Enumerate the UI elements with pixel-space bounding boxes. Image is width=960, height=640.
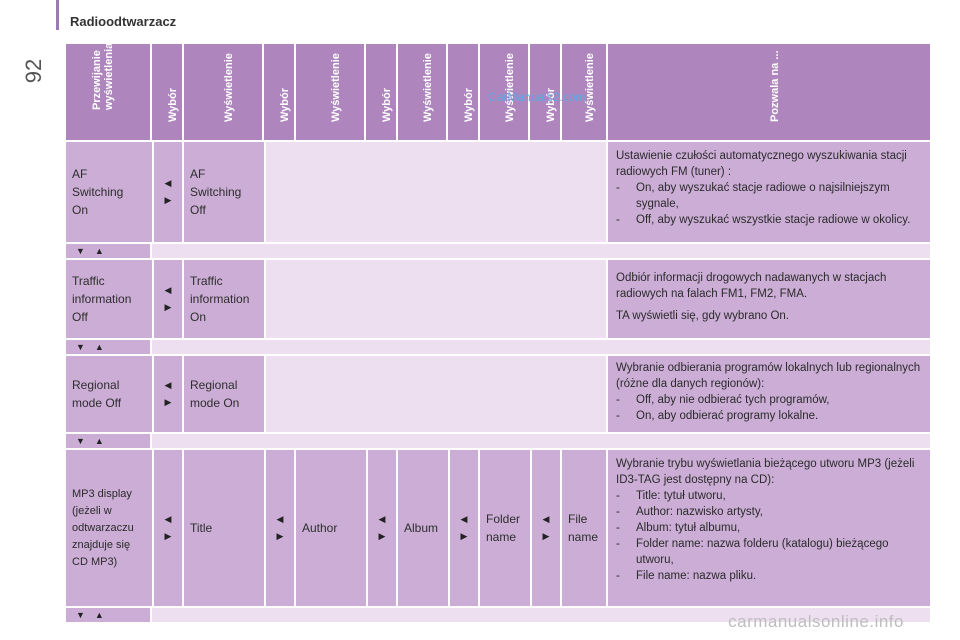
row-option: Traffic information Off xyxy=(66,260,152,338)
header-select: Wybór xyxy=(448,44,480,140)
row-option: MP3 display (jeżeli w odtwarzaczu znajdu… xyxy=(66,450,152,606)
triangle-left-icon: ◀ xyxy=(542,514,550,524)
row-description: Odbiór informacji drogowych nadawanych w… xyxy=(608,260,930,338)
triangle-left-icon: ◀ xyxy=(460,514,468,524)
triangle-right-icon: ▶ xyxy=(542,531,550,541)
header-select: Wybór xyxy=(264,44,296,140)
select-arrows: ◀ ▶ xyxy=(450,450,478,606)
divider-row xyxy=(152,340,930,354)
header-display: Wyświetlenie xyxy=(184,44,264,140)
triangle-down-icon: ▼ xyxy=(76,436,85,446)
header-display: Wyświetlenie xyxy=(398,44,448,140)
empty-cell xyxy=(266,356,606,432)
divider-row xyxy=(152,434,930,448)
scroll-arrows: ▼ ▲ xyxy=(66,244,150,258)
triangle-left-icon: ◀ xyxy=(164,285,172,295)
divider-row xyxy=(152,608,930,622)
scroll-arrows: ▼ ▲ xyxy=(66,608,150,622)
row-display: Album xyxy=(398,450,448,606)
triangle-right-icon: ▶ xyxy=(164,531,172,541)
row-display: Traffic information On xyxy=(184,260,264,338)
triangle-up-icon: ▲ xyxy=(94,610,104,620)
header-description: Pozwala na ... xyxy=(608,44,930,140)
scroll-arrows: ▼ ▲ xyxy=(66,434,150,448)
row-display: Folder name xyxy=(480,450,530,606)
row-display: Title xyxy=(184,450,264,606)
divider-row xyxy=(152,244,930,258)
row-display: AF Switching Off xyxy=(184,142,264,242)
header-scroll-display: Przewijanie wyświetlenia xyxy=(66,43,152,140)
accent-bar xyxy=(56,0,59,30)
page-title: Radioodtwarzacz xyxy=(70,14,177,29)
triangle-left-icon: ◀ xyxy=(276,514,284,524)
row-option: AF Switching On xyxy=(66,142,152,242)
triangle-up-icon: ▲ xyxy=(94,246,104,256)
row-option: Regional mode Off xyxy=(66,356,152,432)
row-display: File name xyxy=(562,450,606,606)
scroll-arrows: ▼ ▲ xyxy=(66,340,150,354)
triangle-right-icon: ▶ xyxy=(164,397,172,407)
triangle-left-icon: ◀ xyxy=(164,380,172,390)
watermark: CarManuals2.com xyxy=(488,90,586,104)
header-select: Wybór xyxy=(530,44,562,140)
header-select: Wybór xyxy=(152,44,184,140)
row-display: Author xyxy=(296,450,366,606)
row-description: Wybranie trybu wyświetlania bieżącego ut… xyxy=(608,450,930,606)
triangle-up-icon: ▲ xyxy=(94,436,104,446)
header-select: Wybór xyxy=(366,44,398,140)
triangle-right-icon: ▶ xyxy=(164,302,172,312)
select-arrows: ◀ ▶ xyxy=(154,450,182,606)
select-arrows: ◀ ▶ xyxy=(154,142,182,242)
triangle-right-icon: ▶ xyxy=(276,531,284,541)
empty-cell xyxy=(266,260,606,338)
row-description: Ustawienie czułości automatycznego wyszu… xyxy=(608,142,930,242)
select-arrows: ◀ ▶ xyxy=(266,450,294,606)
select-arrows: ◀ ▶ xyxy=(368,450,396,606)
select-arrows: ◀ ▶ xyxy=(532,450,560,606)
triangle-right-icon: ▶ xyxy=(164,195,172,205)
header-display: Wyświetlenie xyxy=(480,44,530,140)
row-display: Regional mode On xyxy=(184,356,264,432)
triangle-up-icon: ▲ xyxy=(94,342,104,352)
header-display: Wyświetlenie xyxy=(296,44,366,140)
triangle-left-icon: ◀ xyxy=(378,514,386,524)
triangle-down-icon: ▼ xyxy=(76,246,85,256)
row-description: Wybranie odbierania programów lokalnych … xyxy=(608,356,930,432)
settings-table: Przewijanie wyświetlenia Wybór Wyświetle… xyxy=(66,43,930,626)
triangle-right-icon: ▶ xyxy=(460,531,468,541)
select-arrows: ◀ ▶ xyxy=(154,260,182,338)
select-arrows: ◀ ▶ xyxy=(154,356,182,432)
triangle-down-icon: ▼ xyxy=(76,610,85,620)
page-number: 92 xyxy=(21,58,47,84)
triangle-left-icon: ◀ xyxy=(164,514,172,524)
triangle-left-icon: ◀ xyxy=(164,178,172,188)
header-display: Wyświetlenie xyxy=(562,44,608,140)
triangle-right-icon: ▶ xyxy=(378,531,386,541)
triangle-down-icon: ▼ xyxy=(76,342,85,352)
footer-watermark: carmanualsonline.info xyxy=(728,612,904,631)
empty-cell xyxy=(266,142,606,242)
